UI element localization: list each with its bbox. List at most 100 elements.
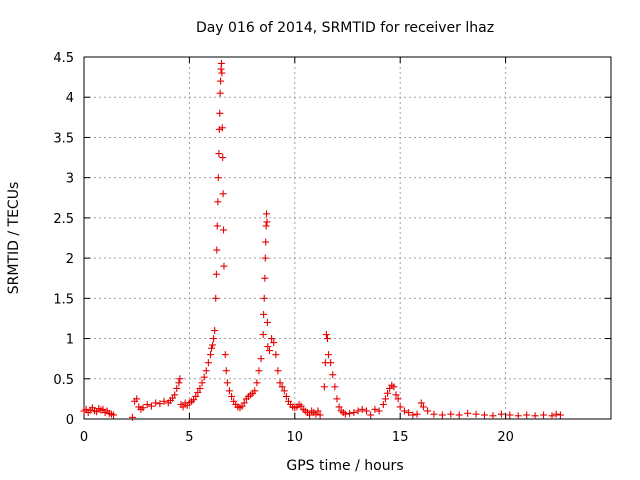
data-point: [217, 77, 225, 85]
plot-frame: [83, 56, 612, 420]
y-tick-label: 2: [66, 252, 74, 267]
data-point: [213, 222, 221, 230]
data-point: [217, 59, 225, 67]
data-point: [438, 411, 446, 419]
data-point: [209, 341, 217, 349]
data-point: [472, 410, 480, 418]
data-point: [394, 395, 402, 403]
data-point: [192, 392, 200, 400]
data-point: [272, 351, 280, 359]
data-point: [176, 375, 184, 383]
data-point: [280, 387, 288, 395]
data-point: [156, 400, 164, 408]
data-point: [413, 410, 421, 418]
data-point: [198, 379, 206, 387]
data-point: [263, 210, 271, 218]
data-point: [228, 392, 236, 400]
data-point: [379, 401, 387, 409]
data-point: [335, 403, 343, 411]
data-point: [219, 190, 227, 198]
data-point: [225, 387, 233, 395]
data-point: [215, 125, 223, 133]
data-point: [417, 399, 425, 407]
y-tick-label: 1.5: [53, 292, 74, 307]
data-point: [173, 384, 181, 392]
data-point: [282, 392, 290, 400]
data-point: [346, 409, 354, 417]
data-point: [213, 246, 221, 254]
data-point: [240, 399, 248, 407]
data-point: [314, 407, 322, 415]
data-point: [196, 384, 204, 392]
data-point: [523, 411, 531, 419]
data-point: [506, 411, 514, 419]
y-tick-label: 0.5: [53, 373, 74, 388]
data-point: [222, 367, 230, 375]
data-point: [216, 89, 224, 97]
data-point: [262, 222, 270, 230]
data-point: [260, 310, 268, 318]
y-tick-label: 3.5: [53, 131, 74, 146]
data-point: [367, 411, 375, 419]
data-point: [220, 226, 228, 234]
data-point: [206, 351, 214, 359]
data-point: [264, 343, 272, 351]
data-point: [322, 331, 330, 339]
y-tick-label: 4.5: [53, 51, 74, 66]
data-point: [323, 335, 331, 343]
data-point: [200, 373, 208, 381]
x-tick-label: 5: [185, 430, 193, 445]
data-point: [218, 69, 226, 77]
data-point: [306, 411, 314, 419]
y-tick-label: 3: [66, 172, 74, 187]
data-point: [251, 387, 259, 395]
data-points: [80, 59, 564, 421]
data-point: [204, 359, 212, 367]
data-point: [262, 238, 270, 246]
data-point: [497, 410, 505, 418]
data-point: [128, 413, 136, 421]
data-point: [278, 383, 286, 391]
data-point: [384, 389, 392, 397]
data-point: [331, 383, 339, 391]
data-point: [211, 327, 219, 335]
data-point: [392, 391, 400, 399]
data-point: [223, 379, 231, 387]
data-point: [316, 411, 324, 419]
data-point: [481, 411, 489, 419]
y-tick-label: 0: [66, 413, 74, 428]
data-point: [362, 407, 370, 415]
y-axis-label: SRMTID / TECUs: [6, 182, 22, 295]
data-point: [110, 411, 118, 419]
data-point: [208, 344, 216, 352]
data-point: [327, 359, 335, 367]
data-point: [405, 409, 413, 417]
data-point: [179, 403, 187, 411]
data-point: [139, 404, 147, 412]
data-point: [390, 383, 398, 391]
data-point: [548, 412, 556, 420]
data-point: [447, 410, 455, 418]
y-tick-label: 4: [66, 91, 74, 106]
data-point: [333, 395, 341, 403]
data-point: [455, 411, 463, 419]
data-point: [514, 412, 522, 420]
data-point: [194, 388, 202, 396]
data-point: [268, 335, 276, 343]
data-point: [218, 124, 226, 132]
data-point: [253, 379, 261, 387]
data-point: [147, 402, 155, 410]
chart-title: Day 016 of 2014, SRMTID for receiver lha…: [196, 20, 494, 36]
grid: [84, 57, 611, 419]
y-tick-label: 2.5: [53, 212, 74, 227]
data-point: [381, 395, 389, 403]
data-point: [358, 405, 366, 413]
x-tick-label: 10: [287, 430, 304, 445]
data-point: [220, 262, 228, 270]
data-point: [354, 407, 362, 415]
data-point: [274, 367, 282, 375]
data-point: [325, 351, 333, 359]
data-point: [215, 150, 223, 158]
data-point: [133, 395, 141, 403]
x-axis-label: GPS time / hours: [286, 458, 403, 474]
